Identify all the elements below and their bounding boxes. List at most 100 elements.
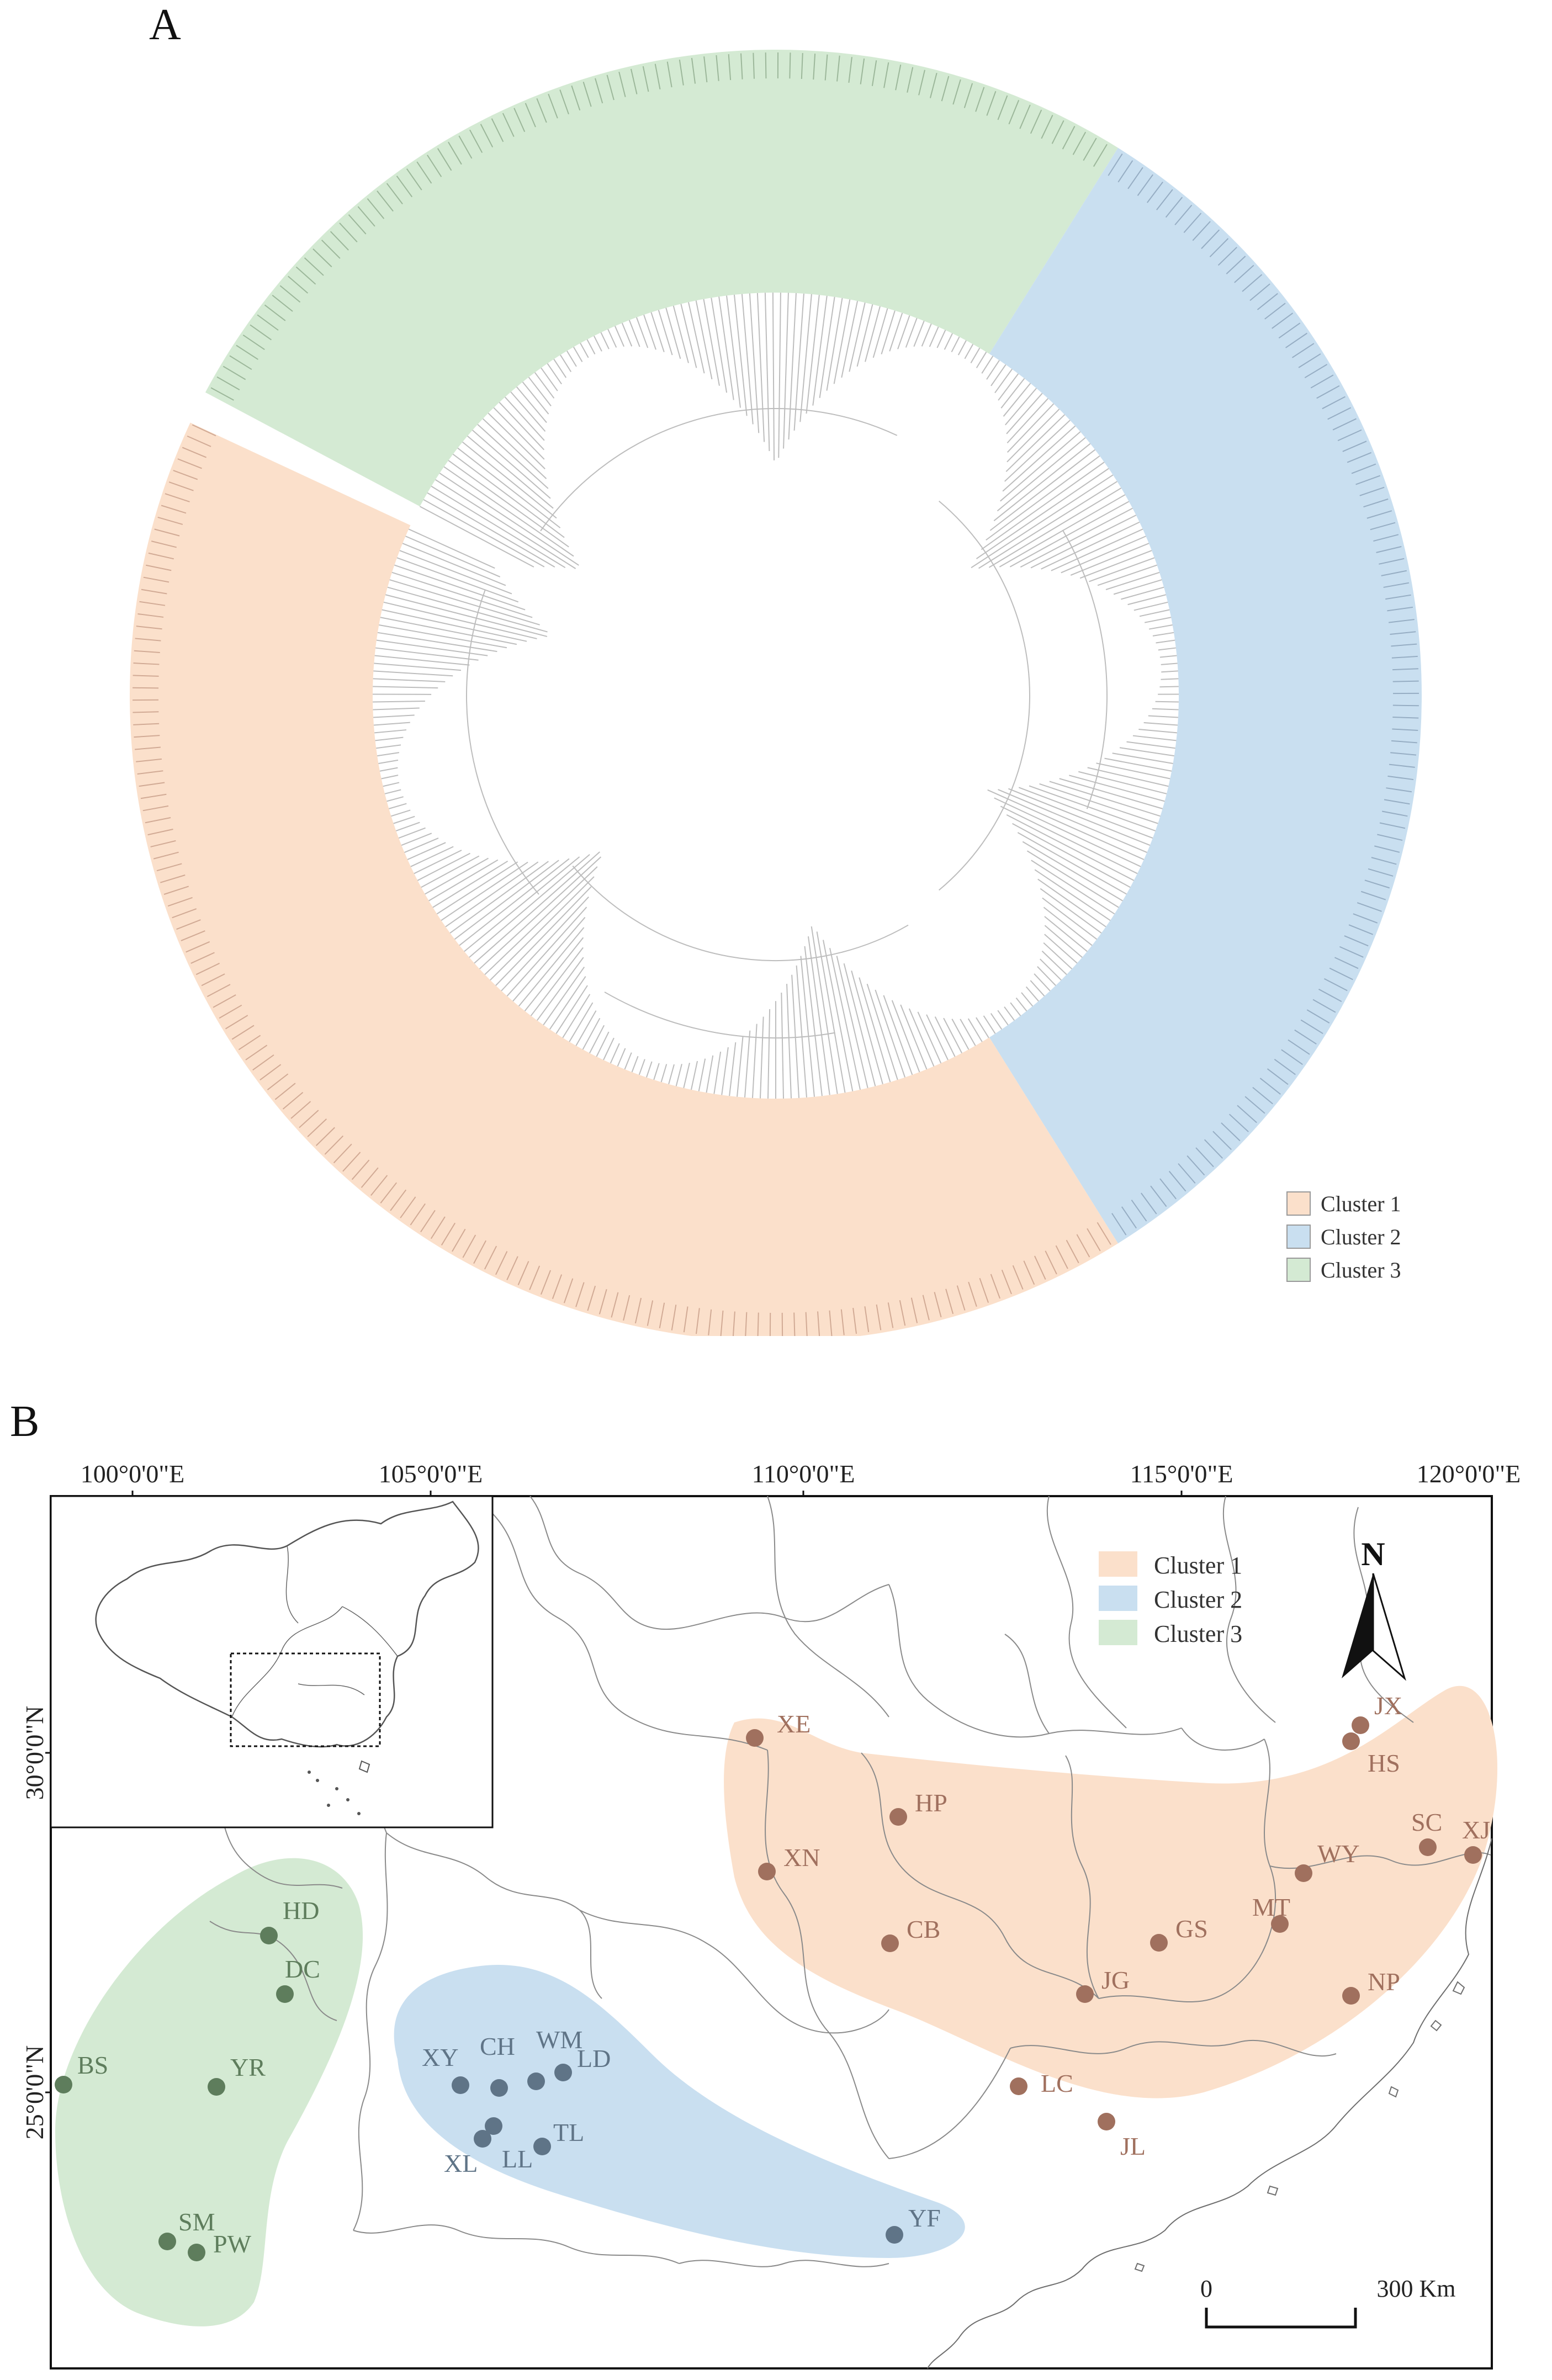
tree-branch xyxy=(994,797,1141,867)
tree-branch xyxy=(518,927,585,1007)
tree-tip-label-mark xyxy=(342,1152,361,1172)
tree-tip-label-mark xyxy=(1294,1029,1317,1045)
tree-tip-label-mark xyxy=(945,1289,954,1314)
site-marker xyxy=(1352,1716,1369,1734)
tree-branch xyxy=(819,296,835,398)
tree-tip-label-mark xyxy=(956,1285,966,1311)
tree-tip-label-mark xyxy=(860,58,865,84)
tree-branch xyxy=(1079,550,1152,579)
tree-tip-label-mark xyxy=(1316,385,1340,399)
tree-branch xyxy=(621,322,633,347)
tree-branch xyxy=(680,304,697,368)
tree-branch xyxy=(375,647,479,661)
tree-tip-label-mark xyxy=(186,941,210,953)
tree-branch xyxy=(976,1017,989,1038)
tree-tip-label-mark xyxy=(272,294,293,312)
tree-tip-label-mark xyxy=(1348,924,1374,935)
tree-branch xyxy=(1007,398,1048,444)
longitude-label-120: 120°0'0"E xyxy=(1417,1460,1521,1488)
tree-branch xyxy=(389,579,540,626)
tree-branch xyxy=(1161,662,1178,665)
tree-branch xyxy=(464,856,580,952)
tree-tip-label-mark xyxy=(163,886,189,895)
tree-branch xyxy=(875,989,905,1078)
tree-branch xyxy=(484,866,598,975)
site-gs: GS xyxy=(1150,1915,1208,1952)
tree-tip-label-mark xyxy=(172,908,197,919)
tree-tip-label-mark xyxy=(267,1073,289,1090)
tree-branch xyxy=(843,963,876,1086)
site-jx: JX xyxy=(1352,1692,1402,1734)
tree-branch xyxy=(999,494,1126,568)
tree-tip-label-mark xyxy=(1371,857,1397,865)
tree-branch xyxy=(1034,973,1051,992)
tree-tip-label-mark xyxy=(1097,1222,1111,1245)
site-wy: WY xyxy=(1295,1840,1360,1882)
tree-tip-label-mark xyxy=(469,129,483,153)
tree-tip-label-mark xyxy=(1111,1213,1127,1236)
tree-tip-label-mark xyxy=(1364,879,1390,889)
tree-internal-branch xyxy=(572,865,909,961)
tree-tip-label-mark xyxy=(1076,1234,1090,1258)
tree-branch xyxy=(379,767,398,772)
tree-branch xyxy=(900,1004,928,1070)
tree-tip-label-mark xyxy=(250,324,272,341)
site-marker xyxy=(1010,2077,1027,2095)
longitude-label-110: 110°0'0"E xyxy=(752,1460,855,1488)
tree-branch xyxy=(849,302,866,372)
tree-legend-item-cluster-3: Cluster 3 xyxy=(1286,1253,1401,1286)
tree-tip-label-mark xyxy=(153,851,179,860)
tree-branch xyxy=(1031,860,1115,915)
tree-branch xyxy=(1069,775,1165,802)
tree-tip-label-mark xyxy=(1347,452,1372,463)
tree-branch xyxy=(1009,501,1130,568)
tree-branch xyxy=(943,1017,962,1053)
longitude-label-100: 100°0'0"E xyxy=(81,1460,185,1488)
tree-tip-label-mark xyxy=(907,67,914,93)
tree-tip-label-mark xyxy=(1072,131,1087,155)
tree-tip-label-mark xyxy=(1274,1058,1296,1075)
tree-branch xyxy=(407,842,446,860)
tree-tip-label-mark xyxy=(201,973,225,987)
tree-branch xyxy=(1000,805,1138,874)
tree-branch xyxy=(983,1015,996,1034)
tree-branch xyxy=(778,293,781,458)
tree-branch xyxy=(726,295,741,408)
tree-branch xyxy=(543,966,585,1026)
tree-branch xyxy=(841,300,859,378)
site-marker xyxy=(889,1808,907,1826)
tree-legend-swatch-cluster-1 xyxy=(1286,1191,1311,1216)
tree-tip-label-mark xyxy=(229,355,252,370)
tree-tip-label-mark xyxy=(264,304,286,321)
tree-tip-label-mark xyxy=(1363,498,1389,508)
tree-tip-label-mark xyxy=(1387,775,1414,781)
tree-tip-label-mark xyxy=(1183,213,1202,234)
tree-branch xyxy=(1158,647,1176,651)
tree-branch xyxy=(806,295,820,414)
tree-branch xyxy=(380,617,517,645)
tree-tip-label-mark xyxy=(1217,247,1237,266)
tree-branch xyxy=(1012,823,1131,888)
tree-branch xyxy=(1041,521,1140,570)
tree-tip-label-mark xyxy=(315,1127,335,1146)
tree-branch xyxy=(1043,907,1093,946)
site-label: YF xyxy=(908,2204,941,2232)
tree-tip-label-mark xyxy=(1272,312,1294,329)
tree-branch xyxy=(1105,571,1160,590)
tree-tip-label-mark xyxy=(1368,868,1394,877)
site-jl: JL xyxy=(1098,2113,1146,2160)
tree-tip-label-mark xyxy=(703,56,708,83)
site-cb: CB xyxy=(881,1915,940,1952)
site-marker xyxy=(1342,1987,1360,2005)
tree-tip-label-mark xyxy=(887,1302,894,1328)
tree-tip-label-mark xyxy=(427,155,442,177)
site-marker xyxy=(208,2078,225,2096)
tree-tip-label-mark xyxy=(1234,264,1254,283)
tree-branch xyxy=(410,846,454,867)
tree-tip-label-mark xyxy=(307,1119,327,1137)
site-label: YR xyxy=(230,2053,266,2081)
site-yr: YR xyxy=(208,2053,266,2096)
tree-tip-label-mark xyxy=(134,650,160,654)
tree-tip-label-mark xyxy=(245,1045,268,1061)
tree-branch xyxy=(398,827,426,839)
